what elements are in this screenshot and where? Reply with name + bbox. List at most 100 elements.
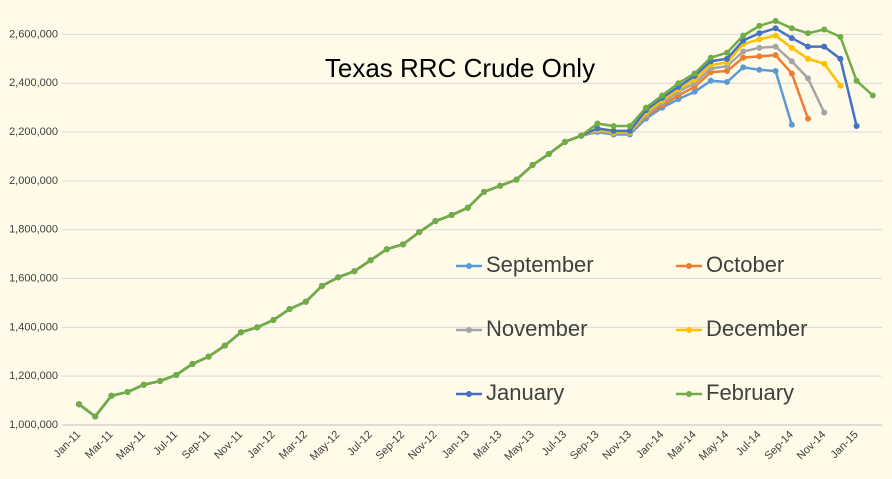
legend-label: February [706, 380, 794, 405]
y-tick-label: 1,000,000 [9, 419, 58, 431]
data-point [756, 66, 763, 73]
data-point [594, 120, 601, 127]
data-point [286, 306, 293, 313]
data-point [772, 52, 779, 59]
data-point [173, 371, 180, 378]
data-point [772, 32, 779, 39]
data-point [788, 70, 795, 77]
legend-item: October [676, 252, 784, 277]
data-point [92, 413, 99, 420]
data-point [675, 80, 682, 87]
data-point [221, 342, 228, 349]
data-point [610, 127, 617, 134]
data-point [626, 122, 633, 129]
y-tick-label: 2,200,000 [9, 126, 58, 138]
series-line [78, 19, 874, 418]
data-point [383, 246, 390, 253]
y-tick-label: 1,600,000 [9, 272, 58, 284]
data-point [788, 44, 795, 51]
data-point [837, 82, 844, 89]
data-point [740, 48, 747, 55]
data-point [756, 53, 763, 60]
data-point [76, 401, 82, 408]
data-point [821, 109, 828, 116]
data-point [643, 104, 649, 111]
data-point [432, 218, 439, 225]
data-point [594, 125, 601, 132]
data-point [756, 44, 763, 51]
data-point [302, 298, 309, 305]
data-point [724, 49, 730, 56]
data-point [805, 75, 811, 82]
data-point [724, 79, 730, 86]
legend-marker [466, 263, 472, 269]
data-point [416, 229, 423, 236]
legend-marker [686, 391, 692, 397]
data-point [626, 127, 633, 134]
data-point [497, 182, 504, 189]
data-point [448, 212, 455, 219]
data-point [821, 60, 828, 67]
data-point [756, 30, 763, 37]
data-point [707, 54, 714, 61]
data-point [335, 274, 342, 281]
data-point [853, 77, 860, 84]
data-point [788, 35, 795, 42]
legend-label: September [486, 252, 594, 277]
data-point [788, 121, 795, 128]
data-point [367, 257, 374, 264]
data-point [691, 88, 698, 95]
data-point [740, 64, 747, 71]
data-point [124, 389, 131, 396]
data-point [788, 58, 795, 65]
data-point [805, 43, 811, 50]
data-point [238, 329, 244, 336]
data-point [205, 353, 212, 360]
legend-item: December [676, 316, 807, 341]
chart-title: Texas RRC Crude Only [325, 53, 595, 83]
data-point [772, 68, 779, 75]
y-tick-label: 1,200,000 [9, 370, 58, 382]
data-point [772, 17, 779, 24]
data-point [853, 122, 860, 129]
data-point [691, 70, 698, 77]
data-point [772, 43, 779, 50]
data-point [578, 132, 585, 139]
data-point [821, 43, 828, 50]
data-point [140, 381, 147, 388]
legend-marker [686, 263, 692, 269]
legend-label: January [486, 380, 564, 405]
data-point [724, 68, 730, 75]
y-tick-label: 2,000,000 [9, 175, 58, 187]
data-point [351, 268, 358, 275]
data-point [270, 317, 277, 324]
data-point [400, 241, 406, 248]
data-point [659, 92, 666, 99]
data-point [707, 77, 714, 84]
data-point [869, 92, 876, 99]
data-point [319, 282, 325, 289]
data-point [772, 25, 779, 32]
data-point [108, 392, 115, 399]
legend-label: November [486, 316, 587, 341]
data-point [610, 122, 617, 129]
data-point [724, 55, 730, 62]
legend-item: September [456, 252, 594, 277]
legend-marker [466, 327, 472, 333]
data-point [545, 151, 552, 158]
legend-item: January [456, 380, 564, 405]
y-tick-label: 2,400,000 [9, 77, 58, 89]
y-tick-label: 1,400,000 [9, 321, 58, 333]
data-point [481, 188, 487, 195]
data-point [756, 22, 763, 29]
data-point [740, 54, 747, 61]
data-point [529, 162, 536, 169]
legend-item: February [676, 380, 794, 405]
data-point [805, 55, 811, 62]
data-point [513, 176, 520, 183]
legend-marker [686, 327, 692, 333]
data-point [756, 36, 763, 43]
data-point [189, 360, 196, 367]
legend-label: December [706, 316, 807, 341]
